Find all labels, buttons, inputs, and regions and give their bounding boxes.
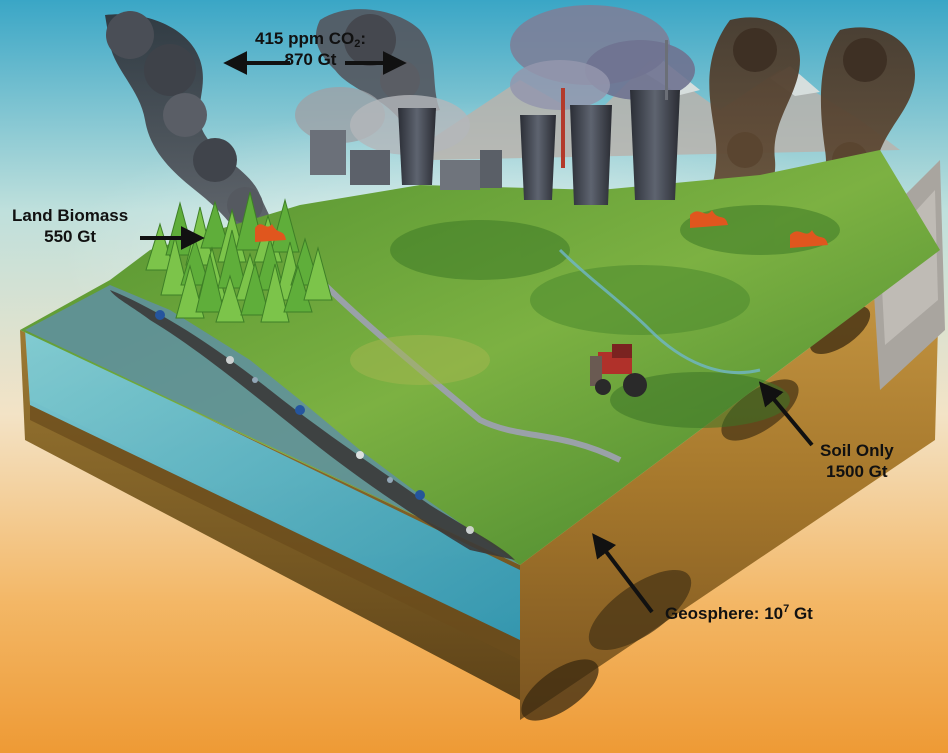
water-cross-section bbox=[25, 330, 520, 640]
land-biomass-line2: 550 Gt bbox=[44, 227, 97, 246]
tree-icon bbox=[195, 253, 225, 313]
geosphere-exponent: 7 bbox=[783, 603, 790, 615]
tractor-icon bbox=[590, 344, 647, 397]
tree-icon bbox=[145, 222, 175, 271]
power-plant bbox=[310, 40, 680, 205]
tree-icon bbox=[240, 261, 270, 316]
lake-debris bbox=[110, 290, 515, 560]
tree-icon bbox=[200, 200, 230, 249]
fires bbox=[255, 210, 828, 248]
label-arrows bbox=[140, 51, 814, 614]
soil-line2: 1500 Gt bbox=[826, 462, 888, 481]
tree-icon bbox=[303, 246, 333, 301]
land-biomass-line1: Land Biomass bbox=[12, 206, 129, 225]
soil-line1: Soil Only bbox=[820, 441, 894, 460]
geosphere-prefix: Geosphere: 10 bbox=[665, 604, 784, 623]
tree-icon bbox=[260, 263, 290, 323]
tree-icon bbox=[215, 274, 245, 323]
geosphere-arrow bbox=[592, 533, 654, 614]
atmosphere-line2: 870 Gt bbox=[284, 50, 337, 69]
geosphere-suffix: Gt bbox=[789, 604, 813, 623]
left-smoke-plume bbox=[105, 11, 277, 250]
atmosphere-label: 415 ppm CO2: 870 Gt bbox=[255, 28, 366, 70]
geosphere-label: Geosphere: 107 Gt bbox=[665, 603, 813, 624]
tree-icon bbox=[175, 264, 205, 319]
soil-arrow bbox=[758, 381, 814, 447]
stream bbox=[558, 248, 761, 375]
land-biomass-label: Land Biomass 550 Gt bbox=[12, 205, 128, 247]
soil-label: Soil Only 1500 Gt bbox=[820, 440, 894, 482]
atmosphere-line1: 415 ppm CO2: bbox=[255, 29, 366, 50]
road bbox=[317, 277, 622, 463]
